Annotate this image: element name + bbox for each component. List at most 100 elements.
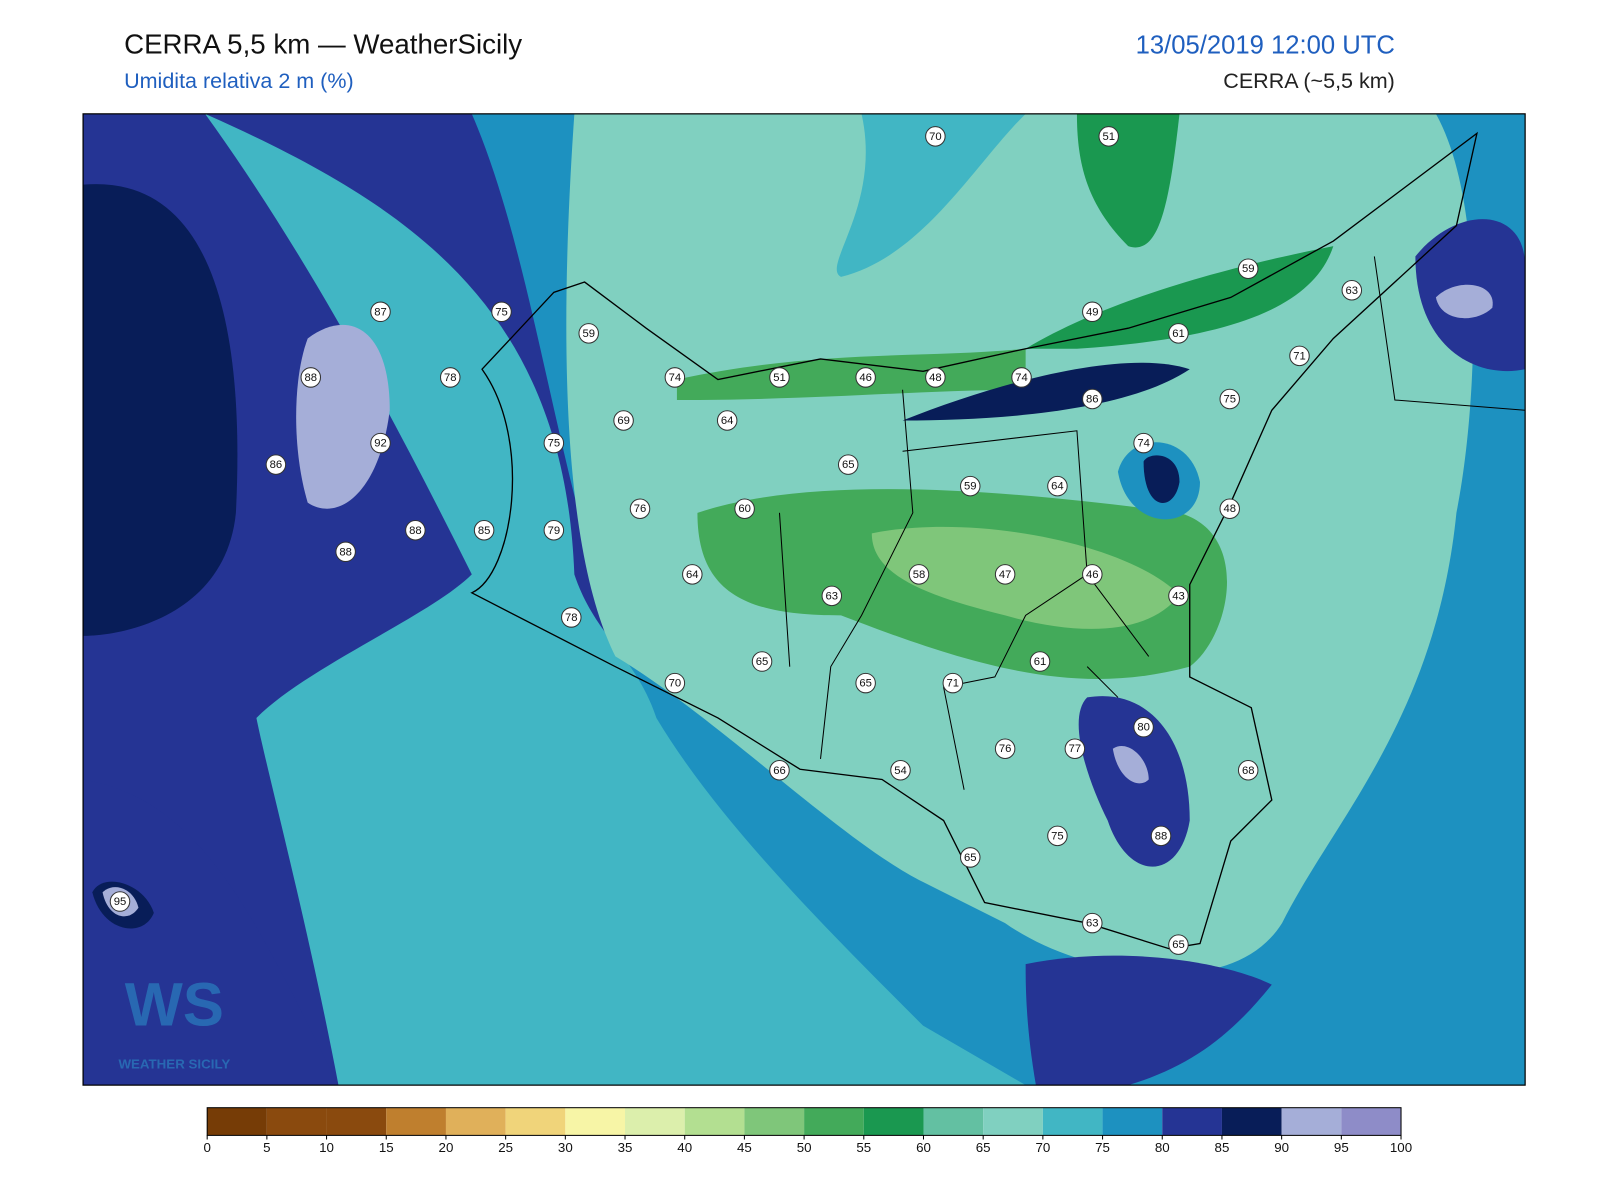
station-value: 51 xyxy=(1102,131,1115,143)
station-marker xyxy=(942,672,964,694)
station-value: 47 xyxy=(999,569,1012,581)
station-marker xyxy=(837,454,859,475)
station: 64 xyxy=(682,564,703,585)
station: 63 xyxy=(1341,279,1363,301)
datetime: 13/05/2019 12:00 UTC xyxy=(1136,31,1395,59)
station-value: 70 xyxy=(669,678,682,690)
station-value: 85 xyxy=(478,525,491,537)
station: 68 xyxy=(1237,759,1259,781)
station: 51 xyxy=(769,367,790,388)
station-marker xyxy=(1082,388,1103,410)
station-marker xyxy=(1219,498,1240,519)
colorbar-bin xyxy=(804,1107,864,1136)
station-value: 71 xyxy=(1293,350,1306,362)
stations: 70 51 59 63 87 75 59 49 61 71 88 78 74 51 46 48 74 86 75 69… xyxy=(109,126,1363,955)
station: 65 xyxy=(1168,934,1189,955)
colorbar-bin xyxy=(1042,1107,1103,1136)
station-marker xyxy=(925,367,946,388)
station-marker xyxy=(1098,126,1119,147)
station-marker xyxy=(734,498,755,519)
model: CERRA (~5,5 km) xyxy=(1223,69,1395,93)
station-marker xyxy=(473,519,495,541)
station-value: 65 xyxy=(859,678,872,690)
station-marker xyxy=(491,301,512,323)
station: 49 xyxy=(1082,301,1103,323)
station-value: 69 xyxy=(617,415,630,427)
station-value: 75 xyxy=(1223,393,1236,405)
station: 61 xyxy=(1029,651,1051,672)
colorbar-tick-label: 0 xyxy=(203,1140,210,1155)
station: 71 xyxy=(942,672,964,694)
station-value: 70 xyxy=(929,131,942,143)
station-value: 48 xyxy=(1223,503,1236,515)
station: 65 xyxy=(751,651,773,672)
station: 92 xyxy=(370,432,391,454)
station-marker xyxy=(1047,825,1068,847)
station-value: 95 xyxy=(114,896,127,908)
station: 70 xyxy=(925,126,946,147)
station-marker xyxy=(1133,716,1154,738)
station-value: 59 xyxy=(1242,263,1255,275)
station-marker xyxy=(1064,738,1086,759)
station-marker xyxy=(1168,585,1189,607)
station-marker xyxy=(1289,345,1310,367)
colorbar-bin xyxy=(565,1107,626,1136)
station-marker xyxy=(664,367,686,388)
station-value: 65 xyxy=(756,656,769,668)
station: 88 xyxy=(335,541,356,563)
station-value: 68 xyxy=(1242,765,1255,777)
station-marker xyxy=(994,564,1016,585)
logo-name: WEATHER SICILY xyxy=(118,1057,230,1072)
map-frame xyxy=(82,113,1526,1086)
station: 64 xyxy=(716,410,738,431)
station-value: 77 xyxy=(1069,743,1082,755)
station-value: 88 xyxy=(1155,830,1168,842)
station-marker xyxy=(664,672,686,694)
station-value: 58 xyxy=(913,569,926,581)
station: 74 xyxy=(1133,432,1154,454)
station: 86 xyxy=(265,454,287,475)
station: 74 xyxy=(664,367,686,388)
station-value: 46 xyxy=(859,372,872,384)
station-marker xyxy=(578,323,599,344)
station-value: 75 xyxy=(548,438,561,450)
station-marker xyxy=(1082,564,1103,585)
station: 65 xyxy=(855,672,876,694)
map: WS WEATHER SICILY 70 51 59 63 87 75 59 49 61 71 88… xyxy=(83,113,1526,1086)
station-value: 92 xyxy=(374,438,387,450)
station-value: 63 xyxy=(1346,285,1359,297)
colorbar-tick-label: 65 xyxy=(976,1140,991,1155)
colorbar-tick-label: 40 xyxy=(677,1140,692,1155)
station: 63 xyxy=(821,585,843,607)
colorbar-tick-label: 50 xyxy=(797,1140,812,1155)
station: 87 xyxy=(370,301,391,323)
station-value: 65 xyxy=(842,459,855,471)
station-value: 61 xyxy=(1034,656,1047,668)
station: 78 xyxy=(561,607,582,628)
station-marker xyxy=(405,519,426,541)
station-value: 87 xyxy=(374,306,387,318)
colorbar-bin xyxy=(1162,1107,1222,1136)
station-value: 64 xyxy=(686,569,699,581)
station-value: 49 xyxy=(1086,306,1099,318)
station-marker xyxy=(959,847,981,868)
colorbar-bin xyxy=(1281,1107,1342,1136)
station: 51 xyxy=(1098,126,1119,147)
station: 88 xyxy=(300,367,322,388)
station-marker xyxy=(1047,475,1068,497)
station-value: 88 xyxy=(305,372,318,384)
station: 64 xyxy=(1047,475,1068,497)
station-marker xyxy=(1237,759,1259,781)
station-marker xyxy=(769,367,790,388)
colorbar-bin xyxy=(386,1107,446,1136)
station-value: 65 xyxy=(964,852,977,864)
station: 71 xyxy=(1289,345,1310,367)
station: 76 xyxy=(629,498,651,519)
station-value: 88 xyxy=(339,546,352,558)
station: 60 xyxy=(734,498,755,519)
station-marker xyxy=(1168,323,1189,344)
station-value: 86 xyxy=(1086,393,1099,405)
station: 88 xyxy=(405,519,426,541)
colorbar-tick-label: 20 xyxy=(439,1140,454,1155)
station-value: 75 xyxy=(1051,830,1064,842)
